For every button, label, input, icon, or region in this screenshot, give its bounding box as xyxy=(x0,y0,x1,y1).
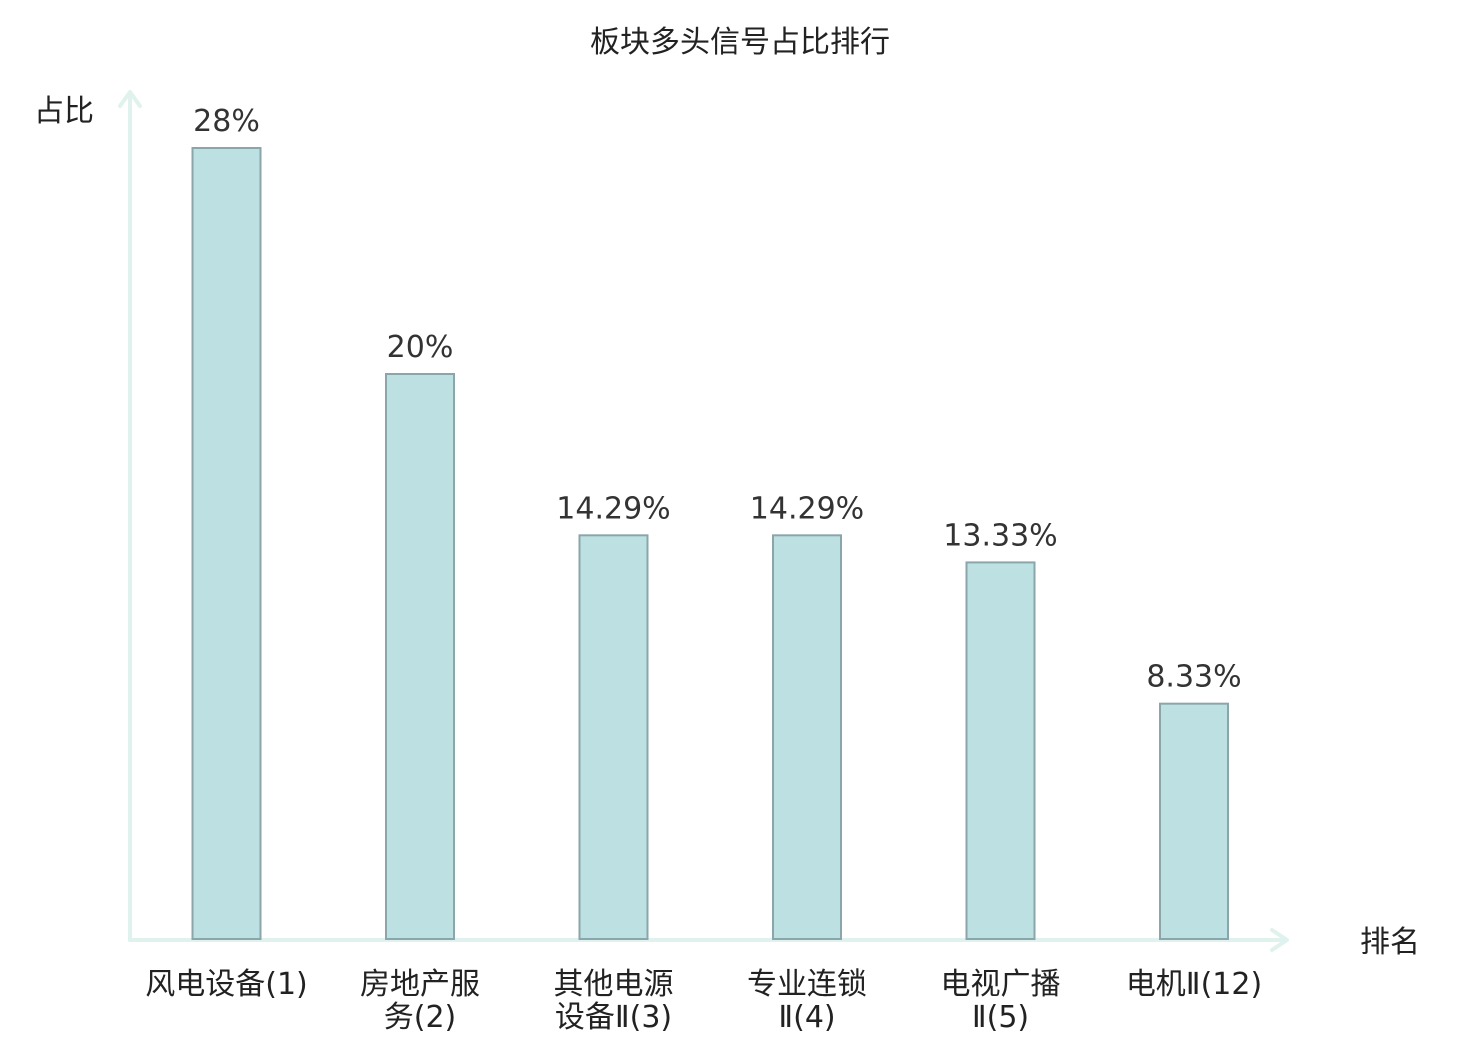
category-label-2-line2: 务(2) xyxy=(384,1000,457,1035)
bars-group xyxy=(191,147,1229,940)
y-axis xyxy=(118,90,142,942)
value-label-2: 20% xyxy=(387,330,454,365)
x-axis xyxy=(128,928,1289,952)
bar-6 xyxy=(1159,702,1229,940)
bar-4 xyxy=(772,534,842,940)
value-label-1: 28% xyxy=(193,104,260,139)
category-label-5-line2: Ⅱ(5) xyxy=(972,1000,1029,1035)
category-label-4: 专业连锁 xyxy=(747,967,867,1002)
value-label-4: 14.29% xyxy=(750,491,864,526)
bar-5 xyxy=(965,561,1036,940)
value-label-3: 14.29% xyxy=(556,491,670,526)
value-label-5: 13.33% xyxy=(943,518,1057,553)
bar-1 xyxy=(191,147,262,940)
chart-title: 板块多头信号占比排行 xyxy=(590,25,890,60)
x-axis-label: 排名 xyxy=(1360,925,1420,960)
category-label-5: 电视广播 xyxy=(941,967,1061,1002)
value-label-6: 8.33% xyxy=(1146,660,1241,695)
category-label-3-line2: 设备Ⅱ(3) xyxy=(555,1000,672,1035)
category-label-2: 房地产服 xyxy=(360,967,480,1002)
category-label-1: 风电设备(1) xyxy=(145,967,308,1002)
bar-2 xyxy=(385,373,455,940)
category-label-6: 电机Ⅱ(12) xyxy=(1126,967,1262,1002)
category-label-4-line2: Ⅱ(4) xyxy=(778,1000,835,1035)
y-axis-label: 占比 xyxy=(34,94,94,129)
category-label-3: 其他电源 xyxy=(554,967,674,1002)
value-labels-group: 28% 20% 14.29% 14.29% 13.33% 8.33% xyxy=(193,104,1242,695)
bar-3 xyxy=(578,534,649,940)
